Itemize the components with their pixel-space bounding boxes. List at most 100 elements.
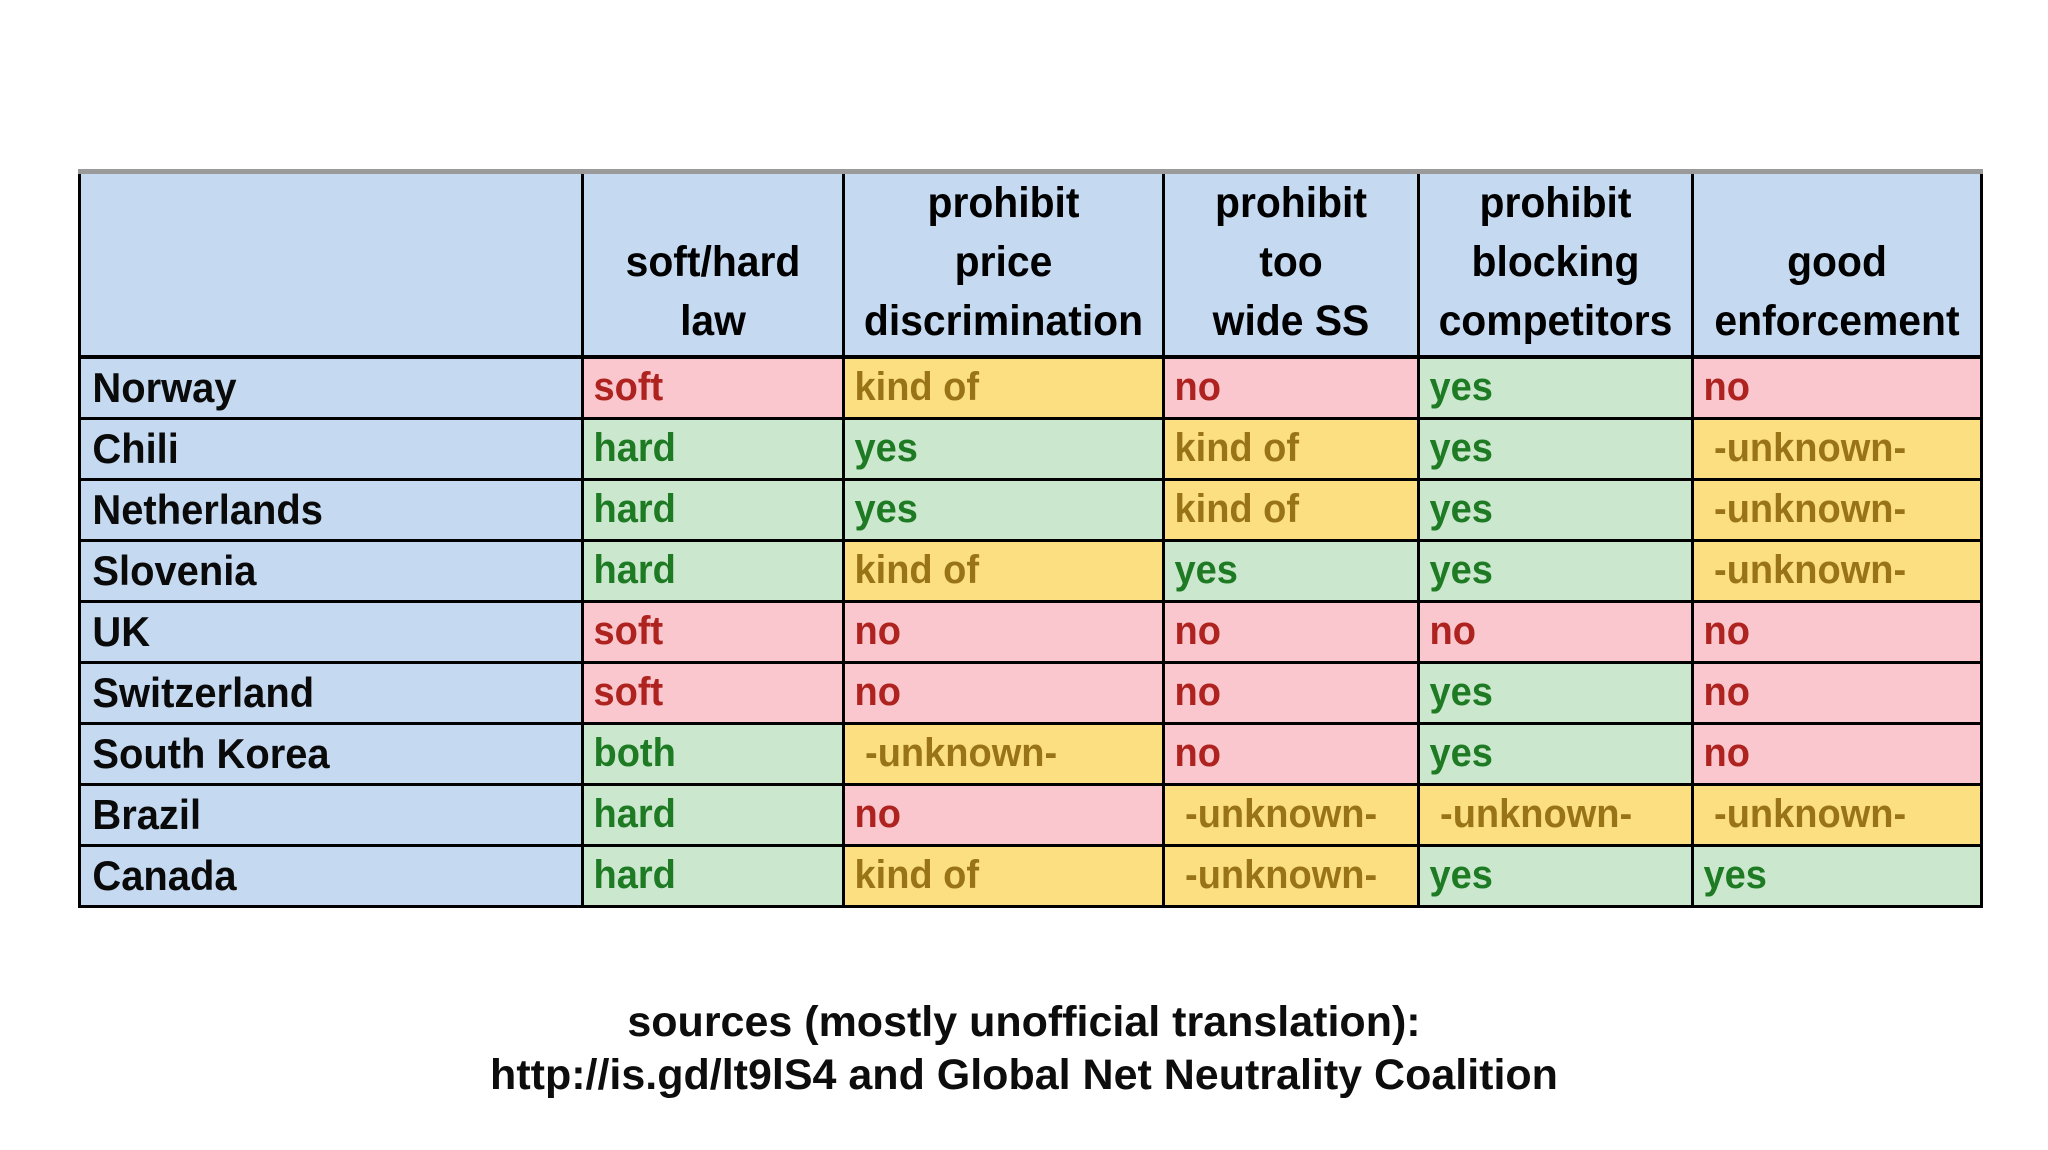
row-label-cell: South Korea bbox=[78, 721, 584, 786]
sources-line-1: sources (mostly unofficial translation): bbox=[627, 998, 1421, 1046]
col-header-empty bbox=[78, 169, 584, 359]
cell-value: no bbox=[1174, 731, 1221, 775]
col-header-good-enforcement: good enforcement bbox=[1691, 169, 1983, 359]
value-cell: -unknown- bbox=[1162, 782, 1420, 847]
cell-value: soft bbox=[593, 670, 664, 714]
value-cell: yes bbox=[1417, 843, 1694, 908]
row-label-cell: Norway bbox=[78, 355, 584, 420]
value-cell: soft bbox=[581, 660, 845, 725]
cell-value: no bbox=[1703, 365, 1750, 410]
value-cell: yes bbox=[1417, 660, 1694, 725]
cell-value: yes bbox=[1174, 548, 1238, 592]
value-cell: kind of bbox=[1162, 416, 1420, 481]
cell-value: soft bbox=[593, 609, 664, 653]
value-cell: yes bbox=[1417, 355, 1694, 420]
cell-value: yes bbox=[1429, 548, 1493, 592]
cell-value: hard bbox=[593, 426, 676, 470]
cell-value: -unknown- bbox=[1703, 426, 1907, 470]
cell-value: -unknown- bbox=[1703, 792, 1907, 836]
row-label-cell: Brazil bbox=[78, 782, 584, 847]
table-row-slovenia: Slovenia hard kind of yes yes -unknown- bbox=[78, 538, 1983, 603]
value-cell: no bbox=[1162, 660, 1420, 725]
cell-value: kind of bbox=[854, 548, 980, 592]
row-label-cell: Chili bbox=[78, 416, 584, 481]
value-cell: no bbox=[1691, 721, 1983, 786]
cell-value: -unknown- bbox=[854, 731, 1058, 775]
col-header-prohibit-too-wide-ss: prohibit too wide SS bbox=[1162, 169, 1420, 359]
col-header-soft-hard-law: soft/hard law bbox=[581, 169, 845, 359]
value-cell: no bbox=[842, 782, 1165, 847]
row-label: Slovenia bbox=[92, 546, 257, 594]
value-cell: soft bbox=[581, 599, 845, 664]
value-cell: yes bbox=[1691, 843, 1983, 908]
col-header-prohibit-price-discrimination: prohibit price discrimination bbox=[842, 169, 1165, 359]
row-label: Canada bbox=[92, 851, 237, 899]
value-cell: no bbox=[842, 660, 1165, 725]
table-row-netherlands: Netherlands hard yes kind of yes -unknow… bbox=[78, 477, 1983, 542]
value-cell: hard bbox=[581, 782, 845, 847]
value-cell: no bbox=[1162, 355, 1420, 420]
value-cell: no bbox=[842, 599, 1165, 664]
row-label: Chili bbox=[92, 424, 179, 472]
value-cell: no bbox=[1162, 721, 1420, 786]
value-cell: yes bbox=[1162, 538, 1420, 603]
table-row-switzerland: Switzerland soft no no yes no bbox=[78, 660, 1983, 725]
cell-value: -unknown- bbox=[1703, 487, 1907, 531]
value-cell: hard bbox=[581, 416, 845, 481]
cell-value: kind of bbox=[1174, 487, 1300, 531]
value-cell: kind of bbox=[842, 538, 1165, 603]
cell-value: hard bbox=[593, 853, 676, 897]
table-row-south-korea: South Korea both -unknown- no yes no bbox=[78, 721, 1983, 786]
cell-value: no bbox=[1174, 365, 1221, 410]
col-header-label: soft/hard law bbox=[625, 238, 801, 345]
value-cell: soft bbox=[581, 355, 845, 420]
cell-value: yes bbox=[854, 426, 918, 470]
value-cell: yes bbox=[1417, 721, 1694, 786]
row-label: Norway bbox=[92, 363, 237, 411]
col-header-label: prohibit blocking competitors bbox=[1438, 179, 1673, 345]
value-cell: both bbox=[581, 721, 845, 786]
cell-value: no bbox=[1703, 731, 1750, 775]
value-cell: yes bbox=[842, 477, 1165, 542]
cell-value: -unknown- bbox=[1174, 792, 1378, 836]
cell-value: yes bbox=[1429, 365, 1493, 410]
cell-value: no bbox=[1429, 609, 1476, 653]
cell-value: yes bbox=[1429, 487, 1493, 531]
sources-line-2: http://is.gd/lt9lS4 and Global Net Neutr… bbox=[490, 1051, 1558, 1099]
cell-value: kind of bbox=[854, 365, 980, 410]
cell-value: soft bbox=[593, 365, 664, 410]
value-cell: yes bbox=[842, 416, 1165, 481]
cell-value: -unknown- bbox=[1703, 548, 1907, 592]
row-label-cell: UK bbox=[78, 599, 584, 664]
row-label-cell: Canada bbox=[78, 843, 584, 908]
col-header-prohibit-blocking-competitors: prohibit blocking competitors bbox=[1417, 169, 1694, 359]
cell-value: no bbox=[1174, 609, 1221, 653]
row-label: Netherlands bbox=[92, 485, 323, 533]
table-row-brazil: Brazil hard no -unknown- -unknown- -unkn… bbox=[78, 782, 1983, 847]
cell-value: hard bbox=[593, 487, 676, 531]
value-cell: no bbox=[1691, 355, 1983, 420]
cell-value: both bbox=[593, 731, 676, 775]
value-cell: hard bbox=[581, 843, 845, 908]
value-cell: no bbox=[1417, 599, 1694, 664]
col-header-label bbox=[94, 351, 569, 353]
cell-value: yes bbox=[1703, 853, 1767, 897]
row-label-cell: Slovenia bbox=[78, 538, 584, 603]
col-header-label: prohibit too wide SS bbox=[1212, 179, 1370, 345]
cell-value: yes bbox=[854, 487, 918, 531]
row-label-cell: Netherlands bbox=[78, 477, 584, 542]
cell-value: hard bbox=[593, 792, 676, 836]
cell-value: kind of bbox=[854, 853, 980, 897]
value-cell: yes bbox=[1417, 538, 1694, 603]
table-row-canada: Canada hard kind of -unknown- yes yes bbox=[78, 843, 1983, 908]
cell-value: kind of bbox=[1174, 426, 1300, 470]
header-row: soft/hard law prohibit price discriminat… bbox=[78, 169, 1983, 359]
table-row-chili: Chili hard yes kind of yes -unknown- bbox=[78, 416, 1983, 481]
row-label-cell: Switzerland bbox=[78, 660, 584, 725]
cell-value: no bbox=[854, 670, 901, 714]
col-header-label: prohibit price discrimination bbox=[863, 179, 1144, 345]
value-cell: no bbox=[1691, 599, 1983, 664]
cell-value: -unknown- bbox=[1174, 853, 1378, 897]
cell-value: yes bbox=[1429, 853, 1493, 897]
